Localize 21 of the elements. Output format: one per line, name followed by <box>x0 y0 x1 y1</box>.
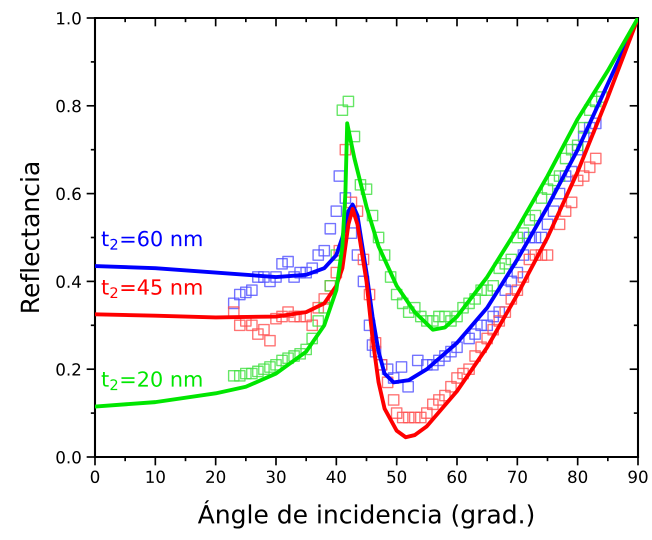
x-tick-label: 20 <box>206 470 226 484</box>
x-tick-label: 30 <box>266 470 286 484</box>
y-tick-label: 0.2 <box>56 363 80 376</box>
x-tick-label: 0 <box>90 470 100 484</box>
y-tick-label: 1.0 <box>57 12 81 25</box>
series-label: t$_{2}$=60 nm <box>102 230 202 250</box>
y-tick-label: 0.0 <box>56 450 81 464</box>
x-tick-label: 40 <box>326 470 346 484</box>
x-axis-title: Ángle de incidencia (grad.) <box>198 500 534 529</box>
x-tick-label: 80 <box>568 470 588 484</box>
y-tick-label: 0.8 <box>56 100 81 112</box>
x-tick-label: 50 <box>387 470 406 484</box>
series-label: t$_{2}$=45 nm <box>102 279 202 298</box>
y-tick-label: 0.6 <box>56 188 81 200</box>
x-tick-label: 60 <box>448 470 466 484</box>
y-axis-title: Reflectancia <box>20 163 40 312</box>
x-tick-label: 90 <box>628 470 648 484</box>
y-tick-label: 0.4 <box>56 275 81 288</box>
series-label: t$_{2}$=20 nm <box>102 371 202 390</box>
x-tick-label: 10 <box>146 470 165 484</box>
x-tick-label: 70 <box>508 470 527 484</box>
